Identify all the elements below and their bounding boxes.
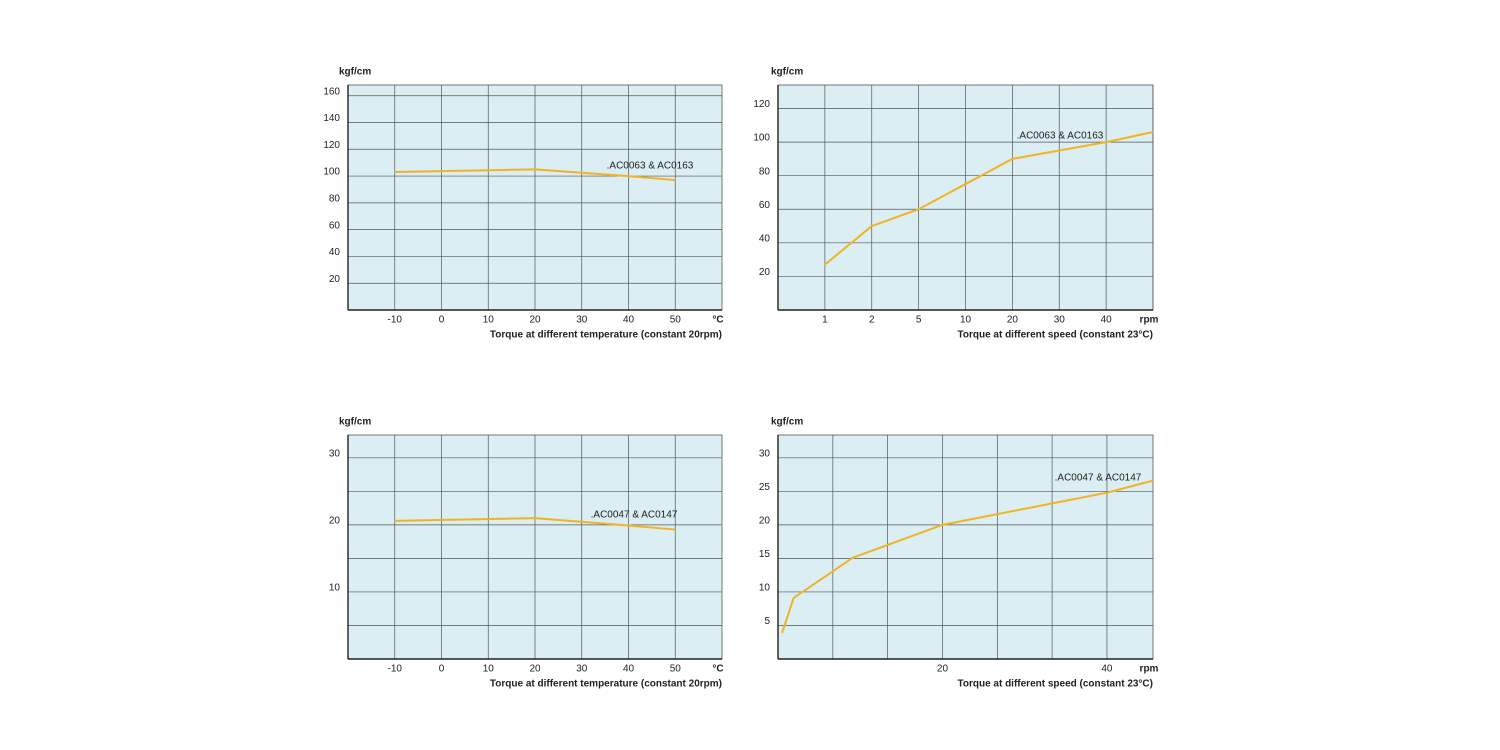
y-axis-label: kgf/cm <box>339 417 371 428</box>
series-label: .AC0047 & AC0147 <box>1055 473 1142 484</box>
y-tick-label: 120 <box>753 99 770 110</box>
y-tick-label: 20 <box>329 274 341 285</box>
x-tick-label: 30 <box>1054 315 1066 326</box>
chart-title: Torque at different temperature (constan… <box>490 330 722 341</box>
x-tick-label: -10 <box>388 664 403 675</box>
x-axis-label: rpm <box>1140 315 1159 326</box>
x-tick-label: 30 <box>576 315 588 326</box>
y-tick-label: 15 <box>759 549 771 560</box>
y-tick-label: 30 <box>759 448 771 459</box>
line-series <box>781 479 1154 634</box>
line-series <box>394 517 676 531</box>
y-axis-label: kgf/cm <box>771 67 803 78</box>
y-tick-label: 160 <box>323 86 340 97</box>
x-tick-label: 10 <box>483 315 495 326</box>
x-tick-label: 50 <box>670 664 682 675</box>
x-tick-label: 30 <box>576 664 588 675</box>
x-tick-label: 2 <box>869 315 875 326</box>
x-tick-label: 10 <box>483 664 495 675</box>
plot-area <box>777 434 1154 660</box>
y-tick-label: 120 <box>323 140 340 151</box>
y-tick-label: 10 <box>759 583 771 594</box>
y-tick-label: 20 <box>759 267 771 278</box>
y-tick-label: 40 <box>759 233 771 244</box>
x-tick-label: 50 <box>670 315 682 326</box>
series-label: .AC0063 & AC0163 <box>607 161 694 172</box>
x-tick-label: 1 <box>822 315 828 326</box>
chart-title: Torque at different temperature (constan… <box>490 679 722 690</box>
line-series <box>824 131 1154 266</box>
x-tick-label: 40 <box>623 315 635 326</box>
y-tick-label: 20 <box>759 516 771 527</box>
x-tick-label: 20 <box>1007 315 1019 326</box>
series-label: .AC0047 & AC0147 <box>591 510 678 521</box>
x-tick-label: 40 <box>623 664 635 675</box>
y-tick-label: 5 <box>764 616 770 627</box>
y-tick-label: 25 <box>759 482 771 493</box>
x-axis-label: °C <box>712 315 723 326</box>
y-axis-label: kgf/cm <box>339 67 371 78</box>
line-series <box>394 168 676 182</box>
y-tick-label: 80 <box>329 193 341 204</box>
x-tick-label: 5 <box>916 315 922 326</box>
x-tick-label: 20 <box>529 664 541 675</box>
y-axis-label: kgf/cm <box>771 417 803 428</box>
y-tick-label: 60 <box>329 220 341 231</box>
y-tick-label: 60 <box>759 200 771 211</box>
y-tick-label: 100 <box>323 167 340 178</box>
x-tick-label: 40 <box>1101 664 1113 675</box>
x-tick-label: -10 <box>388 315 403 326</box>
series-label: .AC0063 & AC0163 <box>1017 131 1104 142</box>
x-tick-label: 40 <box>1101 315 1113 326</box>
chart-title: Torque at different speed (constant 23°C… <box>957 679 1153 690</box>
y-tick-label: 80 <box>759 166 771 177</box>
y-tick-label: 140 <box>323 113 340 124</box>
chart-title: Torque at different speed (constant 23°C… <box>957 330 1153 341</box>
x-tick-label: 20 <box>529 315 541 326</box>
y-tick-label: 100 <box>753 133 770 144</box>
y-tick-label: 40 <box>329 247 341 258</box>
x-tick-label: 0 <box>439 664 445 675</box>
x-tick-label: 0 <box>439 315 445 326</box>
x-axis-label: °C <box>712 664 723 675</box>
x-tick-label: 20 <box>937 664 949 675</box>
y-tick-label: 10 <box>329 583 341 594</box>
x-axis-label: rpm <box>1140 664 1159 675</box>
y-tick-label: 30 <box>329 448 341 459</box>
y-tick-label: 20 <box>329 516 341 527</box>
x-tick-label: 10 <box>960 315 972 326</box>
